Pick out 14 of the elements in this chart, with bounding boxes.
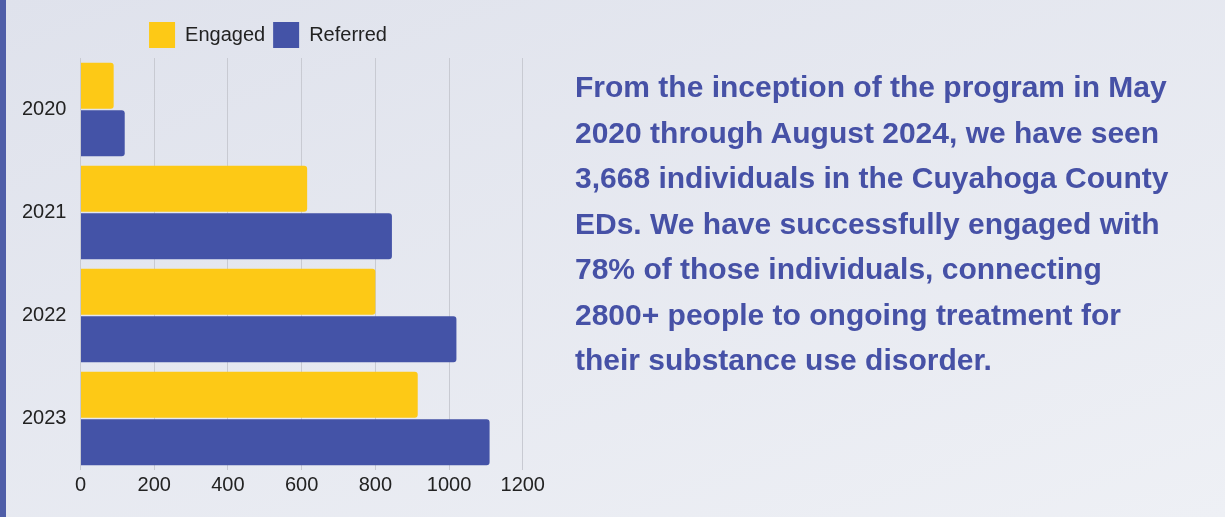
x-tick-label: 800 xyxy=(358,472,393,495)
y-tick-label: 2022 xyxy=(21,303,67,326)
x-tick-label: 400 xyxy=(211,472,245,495)
x-tick-label: 1000 xyxy=(426,472,472,495)
y-tick-label: 2023 xyxy=(21,406,67,429)
legend-label: Engaged xyxy=(185,22,266,45)
x-tick-label: 1200 xyxy=(500,472,545,495)
text: From the inception of the program in May 2020 through August 2024, we have seen 3,668 individuals in the Cuyahoga County EDs. We have successfully engaged with 78% of those individuals, connecting 2800+ people to ongoing treatment for their substance use disorder. xyxy=(575,69,1170,378)
x-tick-label: 0 xyxy=(74,472,87,495)
legend-label: Referred xyxy=(309,22,387,45)
y-tick-label: 2020 xyxy=(21,97,67,120)
x-tick-label: 600 xyxy=(284,472,319,495)
y-tick-label: 2021 xyxy=(21,200,67,223)
x-tick-label: 200 xyxy=(137,472,171,495)
